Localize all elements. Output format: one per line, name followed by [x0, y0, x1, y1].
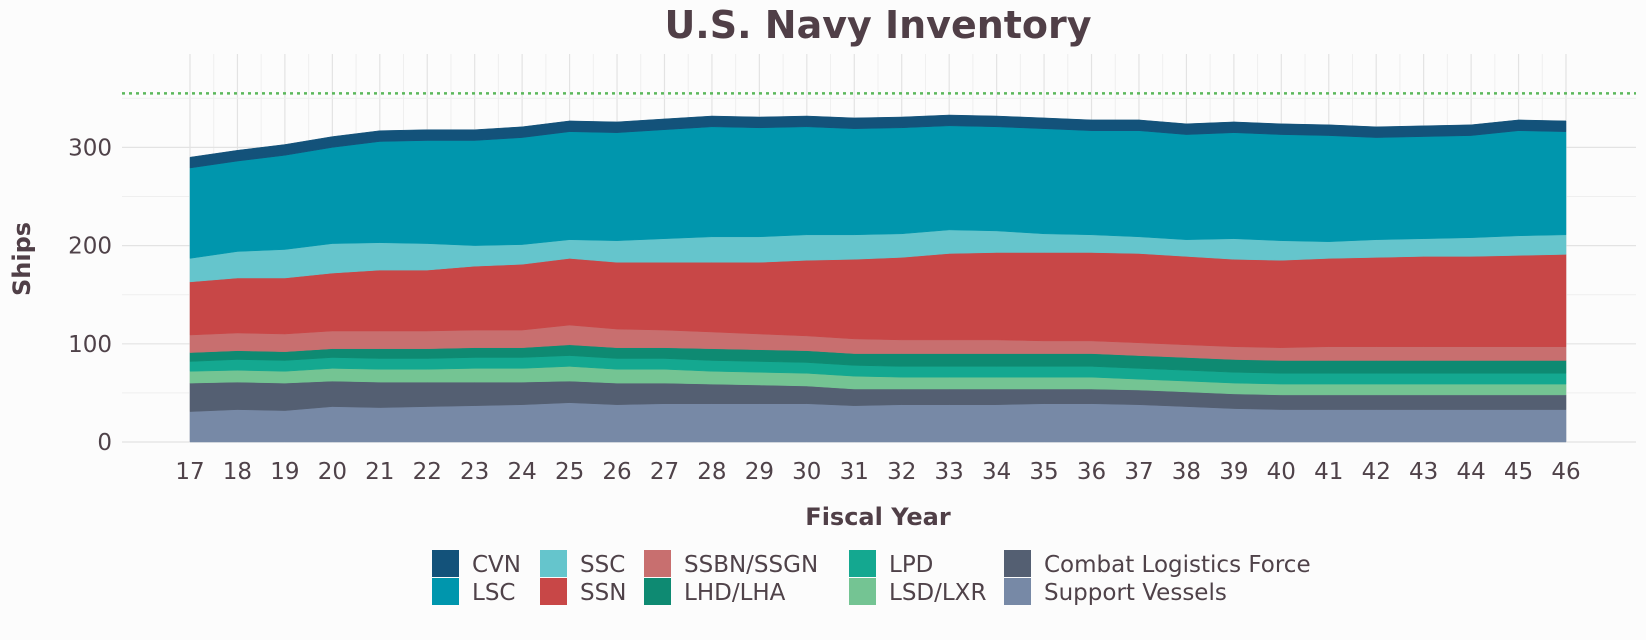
legend-swatch	[849, 550, 876, 577]
legend-label: CVN	[472, 552, 521, 578]
chart-title: U.S. Navy Inventory	[664, 3, 1091, 47]
x-tick-label: 34	[982, 459, 1011, 485]
area-cvn	[189, 114, 1567, 169]
legend-swatch	[1004, 578, 1031, 605]
legend-item-combat-logistics-force: Combat Logistics Force	[1004, 550, 1311, 578]
y-tick-label: 200	[68, 234, 112, 260]
legend-swatch	[540, 550, 567, 577]
legend-label: LHD/LHA	[684, 580, 786, 606]
legend-swatch	[644, 578, 671, 605]
x-axis-title: Fiscal Year	[805, 503, 951, 531]
x-tick-label: 40	[1267, 459, 1296, 485]
y-tick-label: 300	[68, 135, 112, 161]
legend-swatch	[432, 578, 459, 605]
x-tick-label: 37	[1124, 459, 1153, 485]
legend-swatch	[540, 578, 567, 605]
x-tick-label: 26	[602, 459, 631, 485]
x-tick-label: 39	[1219, 459, 1248, 485]
y-axis-title: Ships	[8, 222, 36, 296]
x-tick-label: 27	[650, 459, 679, 485]
legend-item-lhd-lha: LHD/LHA	[644, 578, 786, 606]
legend-item-lpd: LPD	[849, 550, 933, 578]
y-tick-label: 0	[97, 430, 112, 456]
x-tick-label: 18	[223, 459, 252, 485]
x-tick-label: 45	[1504, 459, 1533, 485]
x-tick-label: 20	[318, 459, 347, 485]
x-tick-label: 38	[1172, 459, 1201, 485]
x-tick-label: 28	[697, 459, 726, 485]
legend-swatch	[849, 578, 876, 605]
legend-swatch	[1004, 550, 1031, 577]
legend-label: Support Vessels	[1044, 580, 1227, 606]
legend-item-cvn: CVN	[432, 550, 521, 578]
legend-swatch	[644, 550, 671, 577]
legend-item-lsc: LSC	[432, 578, 515, 606]
x-tick-label: 22	[413, 459, 442, 485]
legend-label: LSC	[472, 580, 515, 606]
x-tick-label: 17	[175, 459, 204, 485]
x-tick-label: 32	[887, 459, 916, 485]
area-layer	[189, 114, 1567, 443]
y-tick-label: 100	[68, 332, 112, 358]
legend-label: SSN	[580, 580, 626, 606]
x-tick-label: 25	[555, 459, 584, 485]
x-tick-label: 24	[507, 459, 536, 485]
legend-label: Combat Logistics Force	[1044, 552, 1311, 578]
x-tick-label: 21	[365, 459, 394, 485]
legend-item-ssc: SSC	[540, 550, 625, 578]
x-tick-label: 43	[1409, 459, 1438, 485]
x-tick-label: 31	[840, 459, 869, 485]
tick-layer: 17 18 19 20 21 22 23 24 25 26 27 28 29 30 31 32 33 34 35 36…	[68, 135, 1581, 485]
legend-item-ssn: SSN	[540, 578, 626, 606]
legend-label: SSC	[580, 552, 625, 578]
x-tick-label: 35	[1029, 459, 1058, 485]
legend-swatch	[432, 550, 459, 577]
x-tick-label: 29	[745, 459, 774, 485]
legend-label: LSD/LXR	[889, 580, 986, 606]
x-tick-label: 46	[1551, 459, 1580, 485]
legend-item-support-vessels: Support Vessels	[1004, 578, 1227, 606]
legend-label: LPD	[889, 552, 933, 578]
legend-label: SSBN/SSGN	[684, 552, 818, 578]
x-tick-label: 19	[270, 459, 299, 485]
x-tick-label: 30	[792, 459, 821, 485]
legend-item-ssbn-ssgn: SSBN/SSGN	[644, 550, 818, 578]
x-tick-label: 42	[1362, 459, 1391, 485]
x-tick-label: 23	[460, 459, 489, 485]
x-tick-label: 44	[1456, 459, 1485, 485]
x-tick-label: 41	[1314, 459, 1343, 485]
x-tick-label: 33	[935, 459, 964, 485]
x-tick-label: 36	[1077, 459, 1106, 485]
legend-item-lsd-lxr: LSD/LXR	[849, 578, 986, 606]
